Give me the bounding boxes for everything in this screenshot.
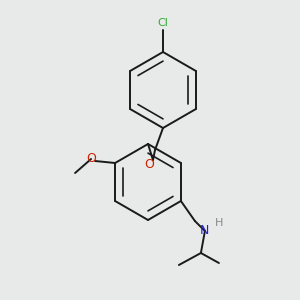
Text: H: H — [215, 218, 223, 228]
Text: N: N — [200, 224, 210, 236]
Text: Cl: Cl — [158, 18, 168, 28]
Text: O: O — [86, 152, 96, 166]
Text: O: O — [144, 158, 154, 170]
